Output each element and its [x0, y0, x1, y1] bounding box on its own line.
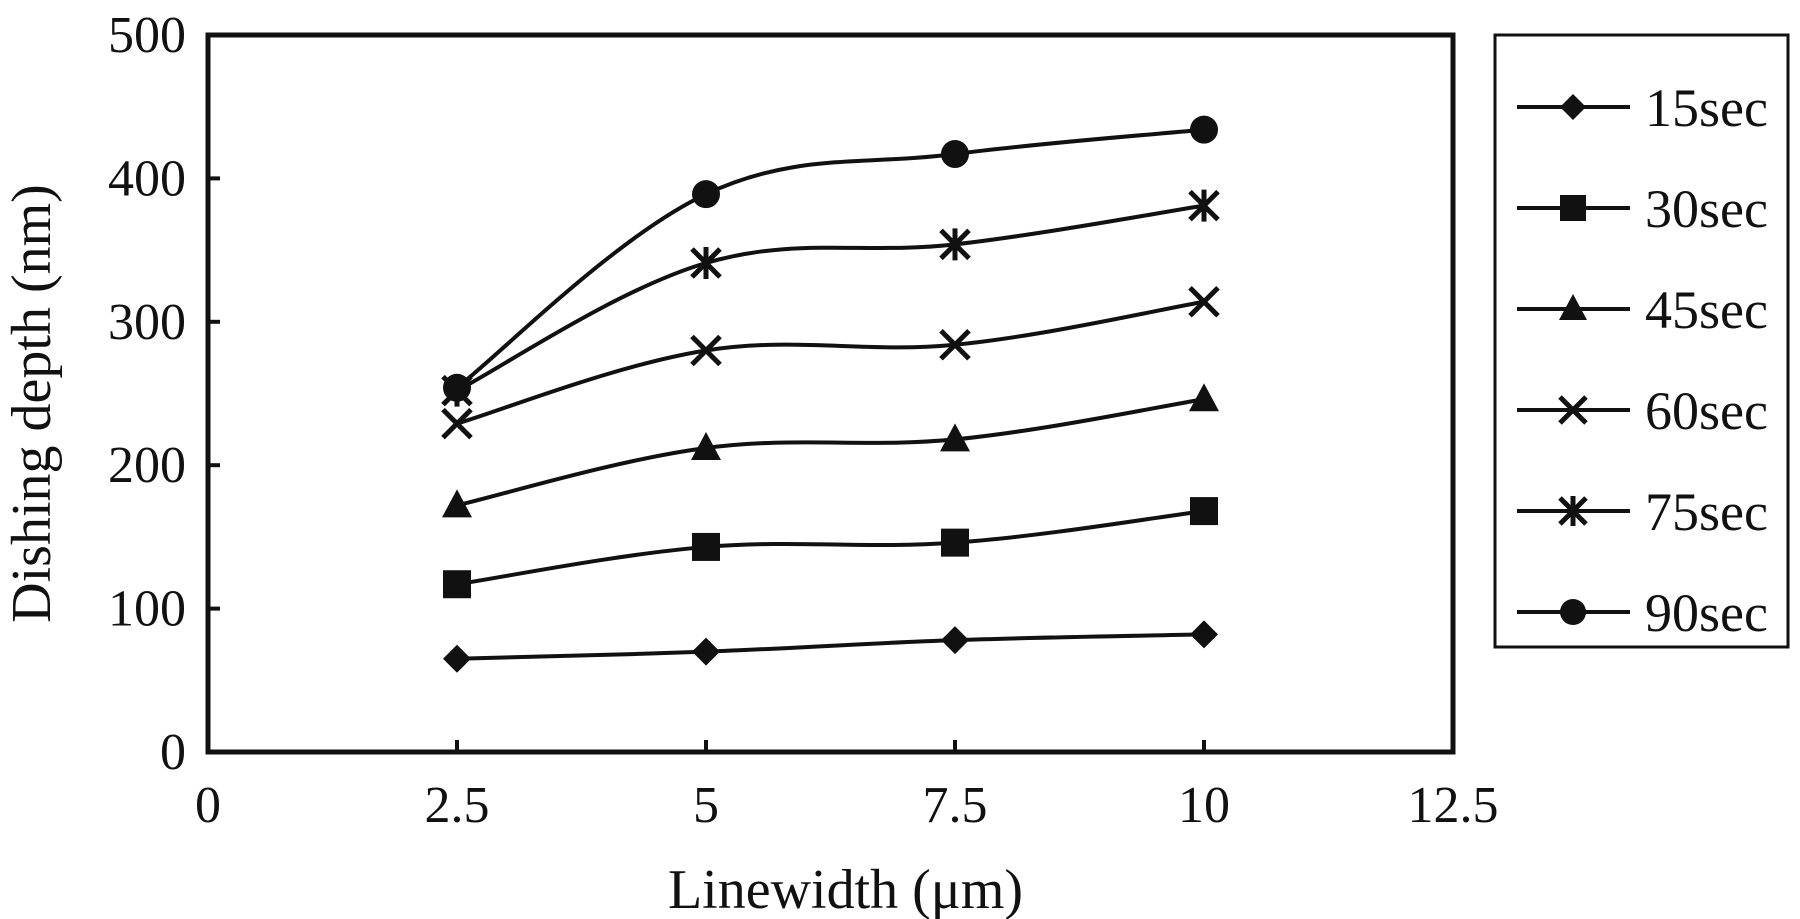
- series-60sec: [441, 285, 1220, 440]
- legend-label-75sec: 75sec: [1645, 482, 1768, 542]
- y-tick-label-2: 200: [108, 437, 186, 494]
- legend-item-15sec: 15sec: [1517, 78, 1768, 138]
- y-tick-label-0: 0: [160, 724, 186, 781]
- legend-marker-15sec: [1560, 94, 1586, 120]
- y-tick-label-5: 500: [108, 7, 186, 64]
- series-line-90sec: [455, 127, 1205, 390]
- point-15sec-10: [1190, 620, 1218, 649]
- series-line-75sec: [456, 203, 1205, 393]
- plot-frame: [205, 32, 1456, 755]
- legend-marker-30sec: [1560, 195, 1586, 221]
- point-30sec-5: [692, 532, 720, 561]
- point-75sec-7.5: [939, 228, 971, 261]
- point-15sec-2.5: [443, 644, 471, 673]
- legend-label-30sec: 30sec: [1645, 179, 1768, 239]
- legend-label-45sec: 45sec: [1645, 280, 1768, 340]
- legend-marker-45sec: [1559, 294, 1587, 320]
- series-line-30sec: [456, 509, 1205, 587]
- point-15sec-7.5: [941, 626, 969, 655]
- point-90sec-5: [692, 180, 720, 209]
- legend-item-45sec: 45sec: [1517, 280, 1768, 340]
- point-45sec-10: [1189, 383, 1219, 412]
- point-30sec-7.5: [941, 528, 969, 557]
- x-tick-label-4: 10: [1178, 777, 1230, 834]
- legend-box: [1493, 33, 1790, 649]
- point-90sec-7.5: [941, 140, 969, 169]
- legend: 15sec 30sec 45sec 60sec 75sec 90sec: [1493, 33, 1790, 649]
- point-90sec-2.5: [443, 373, 471, 402]
- legend-label-15sec: 15sec: [1645, 78, 1768, 138]
- series-30sec: [443, 497, 1218, 599]
- legend-label-90sec: 90sec: [1645, 583, 1768, 643]
- legend-marker-75sec: [1558, 496, 1588, 526]
- series-line-60sec: [456, 299, 1205, 426]
- series-line-45sec: [456, 397, 1205, 508]
- point-15sec-5: [692, 637, 720, 666]
- point-75sec-10: [1188, 189, 1220, 222]
- point-90sec-10: [1190, 115, 1218, 144]
- x-tick-label-1: 2.5: [425, 777, 490, 834]
- point-60sec-7.5: [939, 328, 971, 361]
- legend-label-60sec: 60sec: [1645, 381, 1768, 441]
- point-75sec-5: [690, 247, 722, 280]
- point-60sec-5: [690, 334, 722, 367]
- point-60sec-10: [1188, 285, 1220, 318]
- series-15sec: [443, 620, 1218, 673]
- legend-item-60sec: 60sec: [1517, 381, 1768, 441]
- point-45sec-2.5: [442, 489, 472, 518]
- x-tick-label-3: 7.5: [923, 777, 988, 834]
- x-tick-label-5: 12.5: [1408, 777, 1499, 834]
- x-tick-label-0: 0: [195, 777, 221, 834]
- y-tick-label-4: 400: [108, 150, 186, 207]
- plot-area: [441, 115, 1220, 673]
- y-tick-label-1: 100: [108, 581, 186, 638]
- series-line-15sec: [456, 632, 1205, 661]
- series-90sec: [443, 115, 1218, 402]
- legend-marker-90sec: [1560, 599, 1586, 625]
- y-axis-title: Dishing depth (nm): [1, 184, 63, 623]
- point-30sec-10: [1190, 497, 1218, 526]
- legend-item-90sec: 90sec: [1517, 583, 1768, 643]
- axes: 0 100 200 300 400 500 0 2.5 5 7.5 10 12.5 Linewidth …: [1, 7, 1499, 919]
- legend-marker-60sec: [1558, 395, 1588, 425]
- y-tick-label-3: 300: [108, 294, 186, 351]
- series-45sec: [442, 383, 1219, 518]
- x-axis-title: Linewidth (μm): [668, 859, 1023, 919]
- x-tick-label-2: 5: [693, 777, 719, 834]
- point-60sec-2.5: [441, 407, 473, 440]
- point-30sec-2.5: [443, 570, 471, 599]
- point-45sec-5: [691, 431, 721, 460]
- point-45sec-7.5: [940, 423, 970, 452]
- legend-item-30sec: 30sec: [1517, 179, 1768, 239]
- legend-item-75sec: 75sec: [1517, 482, 1768, 542]
